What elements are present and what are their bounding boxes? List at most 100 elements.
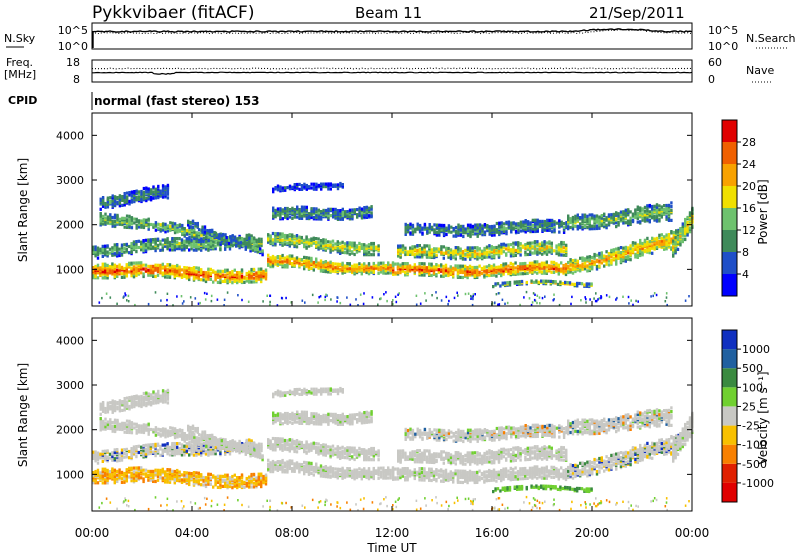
power-cell	[162, 222, 164, 225]
power-cell	[365, 244, 367, 247]
power-cell	[253, 280, 255, 283]
power-cell	[532, 301, 534, 303]
power-cell	[272, 188, 274, 191]
power-cell	[593, 297, 595, 299]
power-cell	[172, 222, 174, 225]
power-cell	[308, 212, 310, 215]
power-cell	[455, 257, 457, 260]
power-cell	[332, 240, 334, 243]
power-cell	[284, 234, 286, 237]
power-cell	[99, 266, 101, 269]
power-cell	[507, 302, 509, 304]
power-cell	[351, 208, 353, 211]
power-cell	[510, 222, 512, 225]
power-cell	[327, 244, 329, 247]
power-cell	[346, 241, 348, 244]
power-cell	[685, 300, 687, 302]
power-cell	[322, 238, 324, 241]
power-cell	[178, 237, 180, 240]
power-cell	[162, 239, 164, 242]
power-cell	[351, 250, 353, 253]
power-cell	[595, 292, 597, 294]
power-cell	[564, 281, 566, 284]
power-cell	[546, 219, 548, 222]
power-cell	[145, 267, 147, 270]
power-cell	[196, 231, 198, 234]
power-cell	[486, 265, 488, 268]
power-cell	[147, 269, 149, 272]
power-cell	[541, 253, 543, 256]
power-cell	[296, 234, 298, 237]
power-cell	[181, 273, 183, 276]
power-cell	[274, 209, 276, 212]
velocity-cell	[171, 470, 173, 473]
power-cell	[128, 245, 130, 248]
power-cell	[248, 237, 250, 240]
power-cell	[157, 223, 159, 226]
power-cell	[464, 258, 466, 261]
power-cell	[166, 237, 168, 240]
power-cell	[446, 296, 448, 298]
power-cell	[339, 268, 341, 271]
power-cell	[126, 192, 128, 195]
power-cell	[239, 236, 241, 239]
power-cell	[591, 256, 593, 259]
power-cell	[312, 294, 314, 296]
power-cell	[361, 243, 363, 246]
velocity-cell	[128, 475, 130, 478]
power-cell	[658, 240, 660, 243]
noise-left-tick-top: 10^5	[58, 24, 88, 37]
power-cell	[159, 240, 161, 243]
power-cell	[370, 266, 372, 269]
power-cell	[629, 258, 631, 261]
power-cell	[186, 245, 188, 248]
power-cell	[229, 271, 231, 274]
power-cell	[332, 208, 334, 211]
power-cell	[267, 258, 269, 261]
power-cell	[325, 260, 327, 263]
power-cell	[486, 269, 488, 272]
power-cell	[526, 264, 528, 267]
power-cell	[596, 224, 598, 227]
power-cell	[627, 255, 629, 258]
power-cell	[599, 297, 601, 299]
power-cell	[534, 219, 536, 222]
power-cell	[450, 248, 452, 251]
power-cell	[249, 244, 251, 247]
power-cell	[226, 276, 228, 279]
power-cell	[441, 299, 443, 301]
power-cell	[327, 240, 329, 243]
power-cell	[471, 246, 473, 249]
power-cell	[586, 264, 588, 267]
power-cell	[488, 274, 490, 277]
power-cell	[289, 233, 291, 236]
power-cell	[157, 274, 159, 277]
power-cell	[538, 263, 540, 266]
velocity-cell	[142, 472, 144, 475]
power-cell	[431, 294, 433, 296]
power-cell	[296, 183, 298, 186]
power-cell	[613, 248, 615, 251]
power-cell	[308, 257, 310, 260]
power-cell	[416, 295, 418, 297]
power-cell	[584, 257, 586, 260]
power-cell	[210, 272, 212, 275]
power-cell	[181, 295, 183, 297]
power-cell	[433, 228, 435, 231]
power-cell	[392, 263, 394, 266]
velocity-cell	[166, 468, 168, 471]
power-cell	[498, 292, 500, 294]
power-cell	[204, 292, 206, 294]
power-cell	[404, 262, 406, 265]
power-cell	[658, 234, 660, 237]
power-cell	[188, 236, 190, 239]
power-cell	[426, 266, 428, 269]
power-cell	[380, 265, 382, 268]
power-cell	[531, 245, 533, 248]
power-cell	[353, 253, 355, 256]
power-cell	[464, 249, 466, 252]
power-cell	[306, 184, 308, 187]
power-cell	[553, 294, 555, 296]
power-cell	[603, 255, 605, 258]
power-cell	[118, 251, 120, 254]
